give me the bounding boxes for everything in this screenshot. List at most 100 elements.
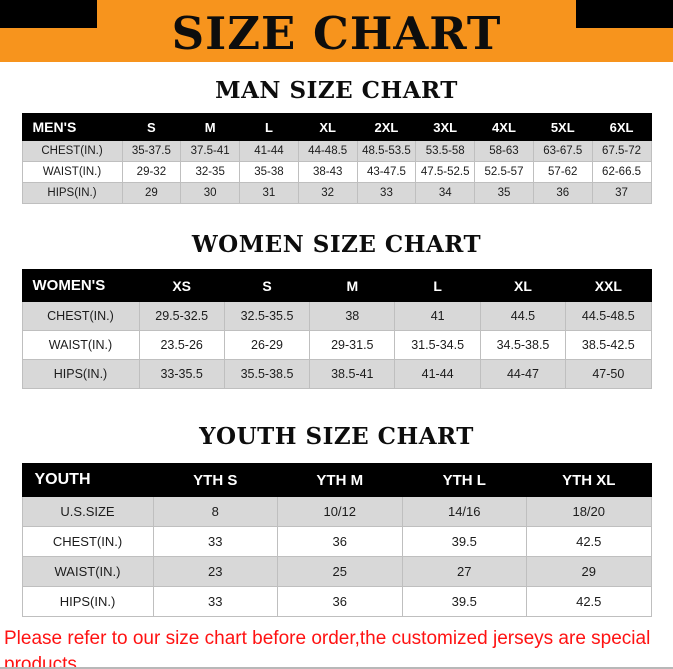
- man-size-chart-section: MAN SIZE CHART MEN'S S M L XL 2XL 3XL 4XL 5XL 6XL…: [0, 77, 673, 204]
- size-value-cell: 8: [152, 496, 278, 527]
- corner-block-right: [576, 0, 673, 28]
- man-size-table: MEN'S S M L XL 2XL 3XL 4XL 5XL 6XL CHEST(IN.) 35-37…: [21, 113, 652, 204]
- section-heading-man: MAN SIZE CHART: [215, 77, 458, 104]
- size-value-cell: 32: [297, 182, 358, 204]
- size-value-cell: 10/12: [277, 496, 403, 527]
- size-column-header: S: [121, 113, 182, 141]
- row-label-cell: HIPS(IN.): [21, 586, 154, 617]
- size-column-header: YTH M: [277, 463, 403, 497]
- table-row: WAIST(IN.) 23.5-26 26-29 29-31.5 31.5-34.5 34…: [21, 330, 652, 360]
- size-value-cell: 33: [152, 526, 278, 557]
- banner: SIZE CHART: [0, 0, 673, 62]
- size-value-cell: 42.5: [526, 526, 652, 557]
- size-column-header: YTH S: [152, 463, 278, 497]
- size-column-header: 3XL: [415, 113, 476, 141]
- size-column-header: 4XL: [474, 113, 534, 141]
- size-column-header: M: [309, 269, 396, 302]
- size-value-cell: 31: [239, 182, 299, 204]
- size-value-cell: 43-47.5: [356, 161, 417, 183]
- table-title-cell: YOUTH: [21, 463, 154, 497]
- row-label-cell: CHEST(IN.): [21, 301, 140, 331]
- size-value-cell: 53.5-58: [415, 140, 476, 162]
- size-column-header: XL: [297, 113, 358, 141]
- table-row: HIPS(IN.) 33-35.5 35.5-38.5 38.5-41 41-44 44-…: [21, 359, 652, 389]
- section-heading-women: WOMEN SIZE CHART: [191, 231, 482, 258]
- size-value-cell: 36: [277, 526, 403, 557]
- size-value-cell: 41-44: [394, 359, 481, 389]
- size-value-cell: 42.5: [526, 586, 652, 617]
- size-column-header: XS: [138, 269, 225, 302]
- table-row: CHEST(IN.) 29.5-32.5 32.5-35.5 38 41 44.5 44.5…: [21, 301, 652, 331]
- table-title-cell: MEN'S: [21, 113, 123, 141]
- size-value-cell: 25: [277, 556, 403, 587]
- size-value-cell: 33: [356, 182, 417, 204]
- size-value-cell: 32-35: [180, 161, 241, 183]
- size-value-cell: 23: [152, 556, 278, 587]
- row-label-cell: WAIST(IN.): [21, 161, 123, 183]
- size-column-header: 5XL: [532, 113, 593, 141]
- size-value-cell: 39.5: [401, 526, 527, 557]
- size-value-cell: 29: [121, 182, 182, 204]
- size-value-cell: 41-44: [239, 140, 299, 162]
- size-value-cell: 29: [526, 556, 652, 587]
- size-value-cell: 37: [591, 182, 652, 204]
- size-value-cell: 29.5-32.5: [138, 301, 225, 331]
- size-value-cell: 44-48.5: [297, 140, 358, 162]
- size-value-cell: 35-37.5: [121, 140, 182, 162]
- row-label-cell: CHEST(IN.): [21, 140, 123, 162]
- section-heading-youth: YOUTH SIZE CHART: [199, 423, 474, 450]
- size-value-cell: 44.5: [479, 301, 567, 331]
- table-header-row: MEN'S S M L XL 2XL 3XL 4XL 5XL 6XL: [21, 113, 652, 141]
- size-value-cell: 44.5-48.5: [565, 301, 652, 331]
- size-column-header: L: [394, 269, 481, 302]
- row-label-cell: U.S.SIZE: [21, 496, 154, 527]
- table-row: HIPS(IN.) 29 30 31 32 33 34 35 36 37: [21, 182, 652, 204]
- size-value-cell: 38.5-42.5: [565, 330, 652, 360]
- table-title-cell: WOMEN'S: [21, 269, 140, 302]
- size-value-cell: 35.5-38.5: [223, 359, 311, 389]
- size-column-header: YTH L: [401, 463, 527, 497]
- row-label-cell: WAIST(IN.): [21, 556, 154, 587]
- women-size-chart-section: WOMEN SIZE CHART WOMEN'S XS S M L XL XXL CHEST(…: [0, 231, 673, 389]
- row-label-cell: WAIST(IN.): [21, 330, 140, 360]
- size-value-cell: 29-32: [121, 161, 182, 183]
- table-row: CHEST(IN.) 35-37.5 37.5-41 41-44 44-48.5 48.5…: [21, 140, 652, 162]
- size-value-cell: 30: [180, 182, 241, 204]
- youth-size-table: YOUTH YTH S YTH M YTH L YTH XL U.S.SIZE 8 10/12…: [21, 463, 652, 617]
- size-value-cell: 18/20: [526, 496, 652, 527]
- size-column-header: L: [239, 113, 299, 141]
- size-value-cell: 38-43: [297, 161, 358, 183]
- size-column-header: YTH XL: [526, 463, 652, 497]
- size-value-cell: 48.5-53.5: [356, 140, 417, 162]
- size-value-cell: 32.5-35.5: [223, 301, 311, 331]
- size-value-cell: 47-50: [565, 359, 652, 389]
- size-value-cell: 33-35.5: [138, 359, 225, 389]
- table-row: WAIST(IN.) 23 25 27 29: [21, 556, 652, 587]
- row-label-cell: HIPS(IN.): [21, 359, 140, 389]
- size-value-cell: 34: [415, 182, 476, 204]
- corner-block-left: [0, 0, 97, 28]
- size-value-cell: 41: [394, 301, 481, 331]
- size-value-cell: 47.5-52.5: [415, 161, 476, 183]
- table-row: HIPS(IN.) 33 36 39.5 42.5: [21, 586, 652, 617]
- row-label-cell: HIPS(IN.): [21, 182, 123, 204]
- table-row: U.S.SIZE 8 10/12 14/16 18/20: [21, 496, 652, 527]
- size-column-header: M: [180, 113, 241, 141]
- size-value-cell: 36: [532, 182, 593, 204]
- size-value-cell: 31.5-34.5: [394, 330, 481, 360]
- table-row: CHEST(IN.) 33 36 39.5 42.5: [21, 526, 652, 557]
- size-value-cell: 38: [309, 301, 396, 331]
- size-value-cell: 27: [401, 556, 527, 587]
- size-value-cell: 36: [277, 586, 403, 617]
- size-column-header: 2XL: [356, 113, 417, 141]
- table-row: WAIST(IN.) 29-32 32-35 35-38 38-43 43-47.5 47.…: [21, 161, 652, 183]
- size-value-cell: 44-47: [479, 359, 567, 389]
- page-title: SIZE CHART: [171, 6, 502, 60]
- size-value-cell: 29-31.5: [309, 330, 396, 360]
- row-label-cell: CHEST(IN.): [21, 526, 154, 557]
- size-value-cell: 14/16: [401, 496, 527, 527]
- footer-note: Please refer to our size chart before or…: [0, 626, 673, 669]
- table-header-row: WOMEN'S XS S M L XL XXL: [21, 269, 652, 302]
- size-value-cell: 63-67.5: [532, 140, 593, 162]
